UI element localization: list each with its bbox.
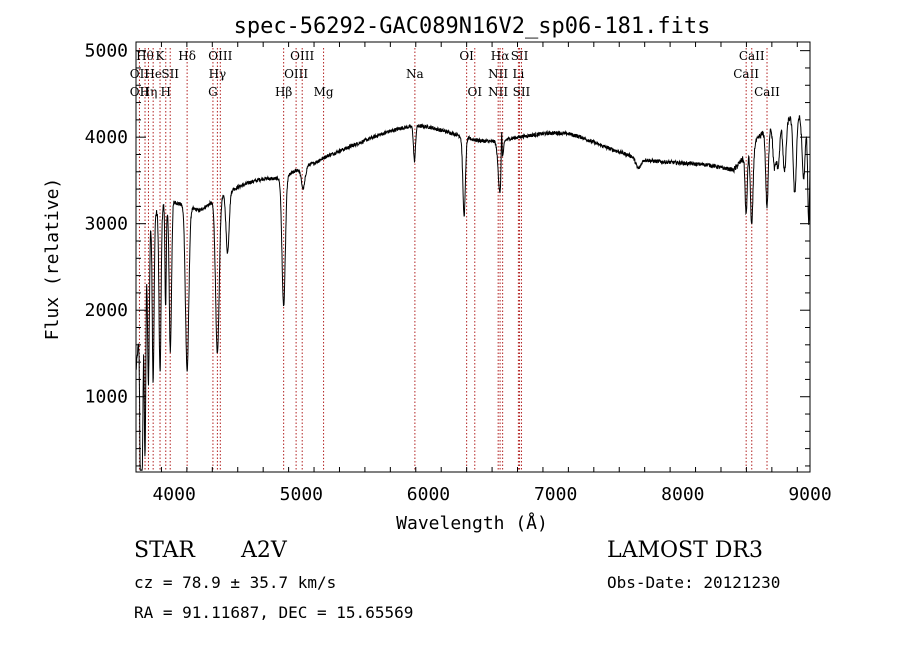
x-tick-label: 5000 <box>280 484 323 505</box>
x-tick-label: 6000 <box>407 484 450 505</box>
line-marker-label: Hα <box>491 49 510 63</box>
line-marker-label: Li <box>512 67 524 81</box>
x-tick-label: 9000 <box>788 484 831 505</box>
axis-ticks: 4000 5000 6000 7000 8000 9000 1000 2000 3000 4000… <box>85 41 832 505</box>
line-marker-label: Hη <box>140 85 158 99</box>
line-marker-label: Hθ <box>136 49 154 63</box>
y-tick-label: 3000 <box>85 214 128 235</box>
y-tick-label: 4000 <box>85 127 128 148</box>
line-marker-label: H <box>161 85 171 99</box>
spectrum-line <box>135 115 811 471</box>
line-marker-label: OIII <box>290 49 314 63</box>
redshift-value: cz = 78.9 ± 35.7 km/s <box>134 573 337 592</box>
y-tick-label: 1000 <box>85 387 128 408</box>
line-marker-label: OIII <box>284 67 308 81</box>
line-marker-label: OII <box>130 67 150 81</box>
line-marker-label: K <box>156 49 166 63</box>
survey-name: LAMOST DR3 <box>607 538 763 563</box>
line-marker-label: CaII <box>739 49 765 63</box>
line-marker-label: CaII <box>733 67 759 81</box>
line-marker-label: SII <box>513 85 531 99</box>
object-class: STAR <box>134 538 195 563</box>
line-marker-label: OIII <box>208 49 232 63</box>
line-marker-label: NII <box>488 85 508 99</box>
line-marker-label: Hβ <box>275 85 292 99</box>
line-marker-label: Na <box>406 67 424 81</box>
line-marker-label: CaII <box>754 85 780 99</box>
spectrum <box>135 115 811 471</box>
line-marker-label: OI <box>459 49 474 63</box>
observation-date: Obs-Date: 20121230 <box>607 573 781 592</box>
line-marker-label: OI <box>467 85 482 99</box>
chart-title: spec-56292-GAC089N16V2_sp06-181.fits <box>234 14 711 39</box>
line-markers: OII OII Hθ Hη He K H SII Hδ G Hγ OIII Hβ OIII OIII Mg Na… <box>130 48 780 472</box>
y-axis-label: Flux (relative) <box>42 178 63 341</box>
x-tick-label: 8000 <box>661 484 704 505</box>
line-marker-label: SII <box>161 67 179 81</box>
line-marker-label: NII <box>488 67 508 81</box>
x-axis-label: Wavelength (Å) <box>396 512 548 534</box>
x-tick-label: 7000 <box>534 484 577 505</box>
object-subclass: A2V <box>241 538 287 563</box>
line-marker-label: OII <box>130 85 150 99</box>
y-tick-label: 2000 <box>85 300 128 321</box>
line-marker-label: Hδ <box>178 49 196 63</box>
plot-frame <box>135 41 811 473</box>
x-tick-label: 4000 <box>152 484 195 505</box>
line-marker-label: SII <box>511 49 529 63</box>
line-marker-label: G <box>208 85 218 99</box>
y-tick-label: 5000 <box>85 41 128 62</box>
line-marker-label: He <box>144 67 162 81</box>
line-marker-label: Mg <box>314 85 334 99</box>
line-marker-label: Hγ <box>209 67 227 81</box>
coordinates: RA = 91.11687, DEC = 15.65569 <box>134 603 414 622</box>
